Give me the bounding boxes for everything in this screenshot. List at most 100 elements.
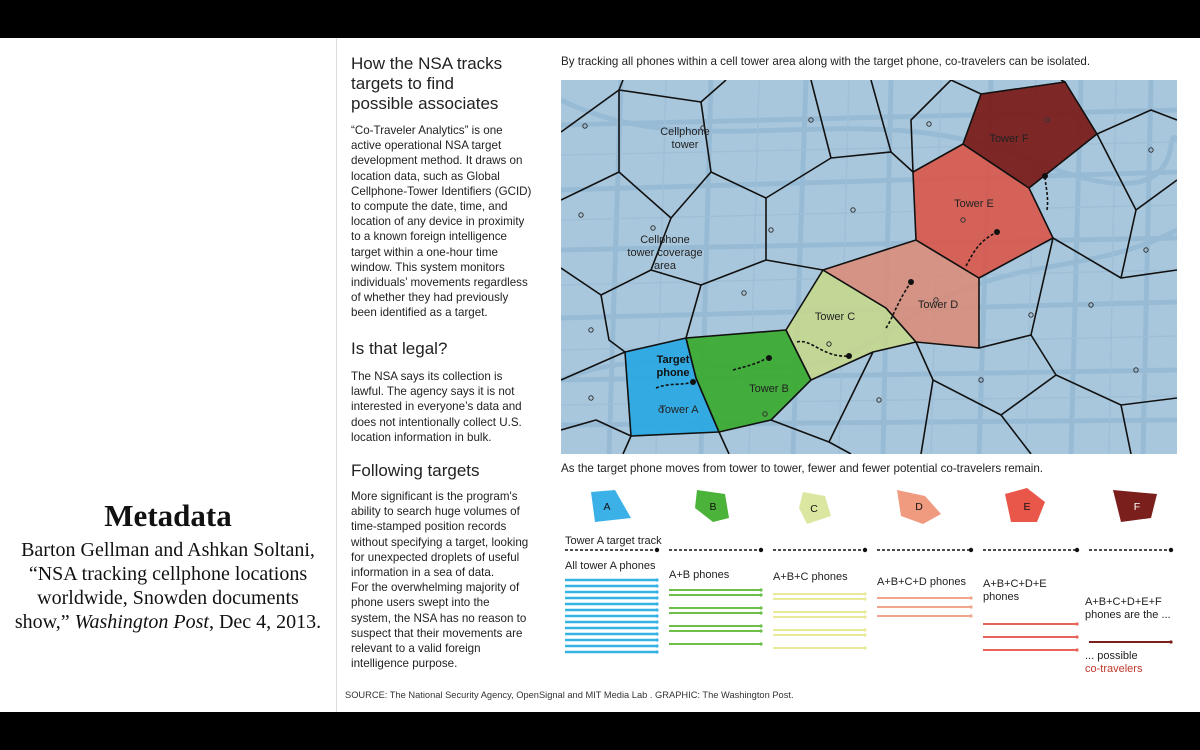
phone-line-end	[655, 644, 659, 648]
phone-line-end	[655, 650, 659, 654]
cellphone-tower-label: Cellphone tower	[660, 126, 710, 151]
heading-line: How the NSA tracks	[351, 54, 503, 73]
shape-d	[897, 490, 941, 524]
target-phone-label: Target phone	[657, 354, 690, 379]
tower-d-label: Tower D	[918, 299, 958, 311]
legal-line: The NSA says its collection is	[351, 370, 503, 383]
voronoi-borders	[561, 80, 1177, 454]
tower-a-label: Tower A	[659, 404, 699, 416]
shape-label-a: A	[603, 501, 610, 513]
tower-dots	[578, 117, 1154, 417]
shape-label-b: B	[709, 501, 716, 513]
phone-lines	[565, 578, 1173, 654]
tower-c-label: Tower C	[815, 311, 855, 323]
phones-label-abcde: A+B+C+D+E phones	[983, 578, 1047, 603]
following-line: information in a sea of data.	[351, 566, 495, 580]
metadata-title: Metadata	[104, 498, 232, 533]
nsa-graphic: How the NSA tracks targets to find possi…	[336, 38, 1200, 712]
intro-line: to compute the date, time, and	[351, 200, 508, 214]
sequence-shapes	[591, 488, 1157, 524]
track-label: Tower A target track	[565, 535, 662, 547]
phones-label-ab: A+B phones	[669, 569, 730, 581]
phone-line-end	[759, 624, 763, 628]
phone-line-end	[863, 633, 867, 637]
citation-authors: Barton Gellman and Ashkan Soltani, “NSA …	[14, 539, 315, 633]
phone-line-end	[863, 592, 867, 596]
shape-f	[1113, 490, 1157, 522]
following-section: Following targets More significant is th…	[351, 461, 549, 671]
legal-line: does not intentionally collect U.S.	[351, 415, 522, 429]
target-track-ends	[654, 547, 1174, 553]
intro-line: Cellphone-Tower Identifiers (GCID)	[351, 184, 532, 198]
shape-label-f: F	[1134, 501, 1140, 513]
shape-b	[695, 490, 729, 522]
intro-line: development method. It draws on	[351, 154, 523, 168]
following-heading: Following targets	[351, 461, 480, 480]
heading-line: targets to find	[351, 74, 455, 93]
metadata-panel: Metadata Barton Gellman and Ashkan Solta…	[0, 38, 336, 712]
metadata-block: Metadata Barton Gellman and Ashkan Solta…	[0, 498, 336, 634]
following-line: without specifying a target, looking	[351, 535, 529, 549]
possible-label: ... possible	[1085, 650, 1138, 662]
following-line: More significant is the program's	[351, 490, 518, 503]
intro-line: location data, such as Global	[351, 169, 500, 183]
phone-line-end	[655, 620, 659, 624]
phone-line-end	[655, 596, 659, 600]
shape-label-e: E	[1023, 501, 1030, 513]
phone-line-end	[655, 608, 659, 612]
citation-publication: Washington Post	[74, 611, 209, 633]
phones-label-abcd: A+B+C+D phones	[877, 576, 966, 588]
phone-line-end	[969, 605, 973, 609]
legal-section: Is that legal? The NSA says its collecti…	[351, 339, 549, 445]
tower-cells	[624, 81, 1098, 437]
following-line: for unexpected droplets of useful	[351, 550, 520, 564]
intro-line: individuals’ movements regardless	[351, 276, 528, 290]
following-line: For the overwhelming majority of	[351, 581, 520, 595]
bottom-caption: As the target phone moves from tower to …	[561, 462, 1044, 475]
following-line: ability to search huge volumes of	[351, 505, 520, 519]
phone-line-end	[655, 626, 659, 630]
shape-c	[799, 492, 831, 524]
phones-label-abc: A+B+C phones	[773, 571, 848, 583]
intro-line: target within a one-hour time	[351, 245, 498, 259]
legal-line: lawful. The agency says it is not	[351, 385, 515, 399]
cell-tower-map: Cellphone tower Cellphone tower coverage ar…	[561, 80, 1177, 454]
phone-line-end	[969, 614, 973, 618]
phone-line-end	[655, 590, 659, 594]
tower-f-label: Tower F	[989, 133, 1028, 145]
phone-line-end	[655, 632, 659, 636]
following-line: time-stamped position records	[351, 520, 507, 534]
legal-line: interested in everyone’s data and	[351, 400, 522, 414]
phone-line-end	[655, 602, 659, 606]
cotravelers-label: co-travelers	[1085, 663, 1143, 675]
phone-line-end	[759, 611, 763, 615]
phone-line-end	[863, 597, 867, 601]
shape-a	[591, 490, 631, 522]
phones-label-abcdef: A+B+C+D+E+F phones are the ...	[1085, 596, 1171, 621]
phone-line-end	[759, 588, 763, 592]
tower-b-label: Tower B	[749, 383, 789, 395]
phone-line-end	[863, 610, 867, 614]
shape-label-c: C	[810, 503, 818, 515]
intro-line: been identified as a target.	[351, 306, 488, 320]
legal-line: location information in bulk.	[351, 430, 492, 444]
phones-label-a: All tower A phones	[565, 560, 656, 572]
target-positions	[690, 173, 1048, 385]
heading-line: possible associates	[351, 94, 499, 113]
intro-line: “Co-Traveler Analytics” is one	[351, 124, 503, 137]
following-line: relevant to a valid foreign	[351, 642, 481, 656]
citation-date: , Dec 4, 2013.	[208, 611, 322, 633]
following-line: intelligence purpose.	[351, 657, 458, 671]
coverage-area-label: Cellphone tower coverage area	[627, 234, 702, 272]
following-line: suspect that their movements are	[351, 626, 523, 640]
metadata-citation: Barton Gellman and Ashkan Soltani, “NSA …	[0, 538, 336, 634]
shape-label-d: D	[915, 501, 923, 513]
phone-line-end	[1075, 622, 1079, 626]
phone-line-end	[759, 593, 763, 597]
phone-line-end	[759, 629, 763, 633]
slide: Metadata Barton Gellman and Ashkan Solta…	[0, 38, 1200, 712]
phone-line-end	[655, 584, 659, 588]
intro-text: “Co-Traveler Analytics” is one active op…	[351, 123, 549, 321]
source-credit: SOURCE: The National Security Agency, Op…	[345, 690, 794, 700]
intro-line: to a known foreign intelligence	[351, 230, 507, 244]
